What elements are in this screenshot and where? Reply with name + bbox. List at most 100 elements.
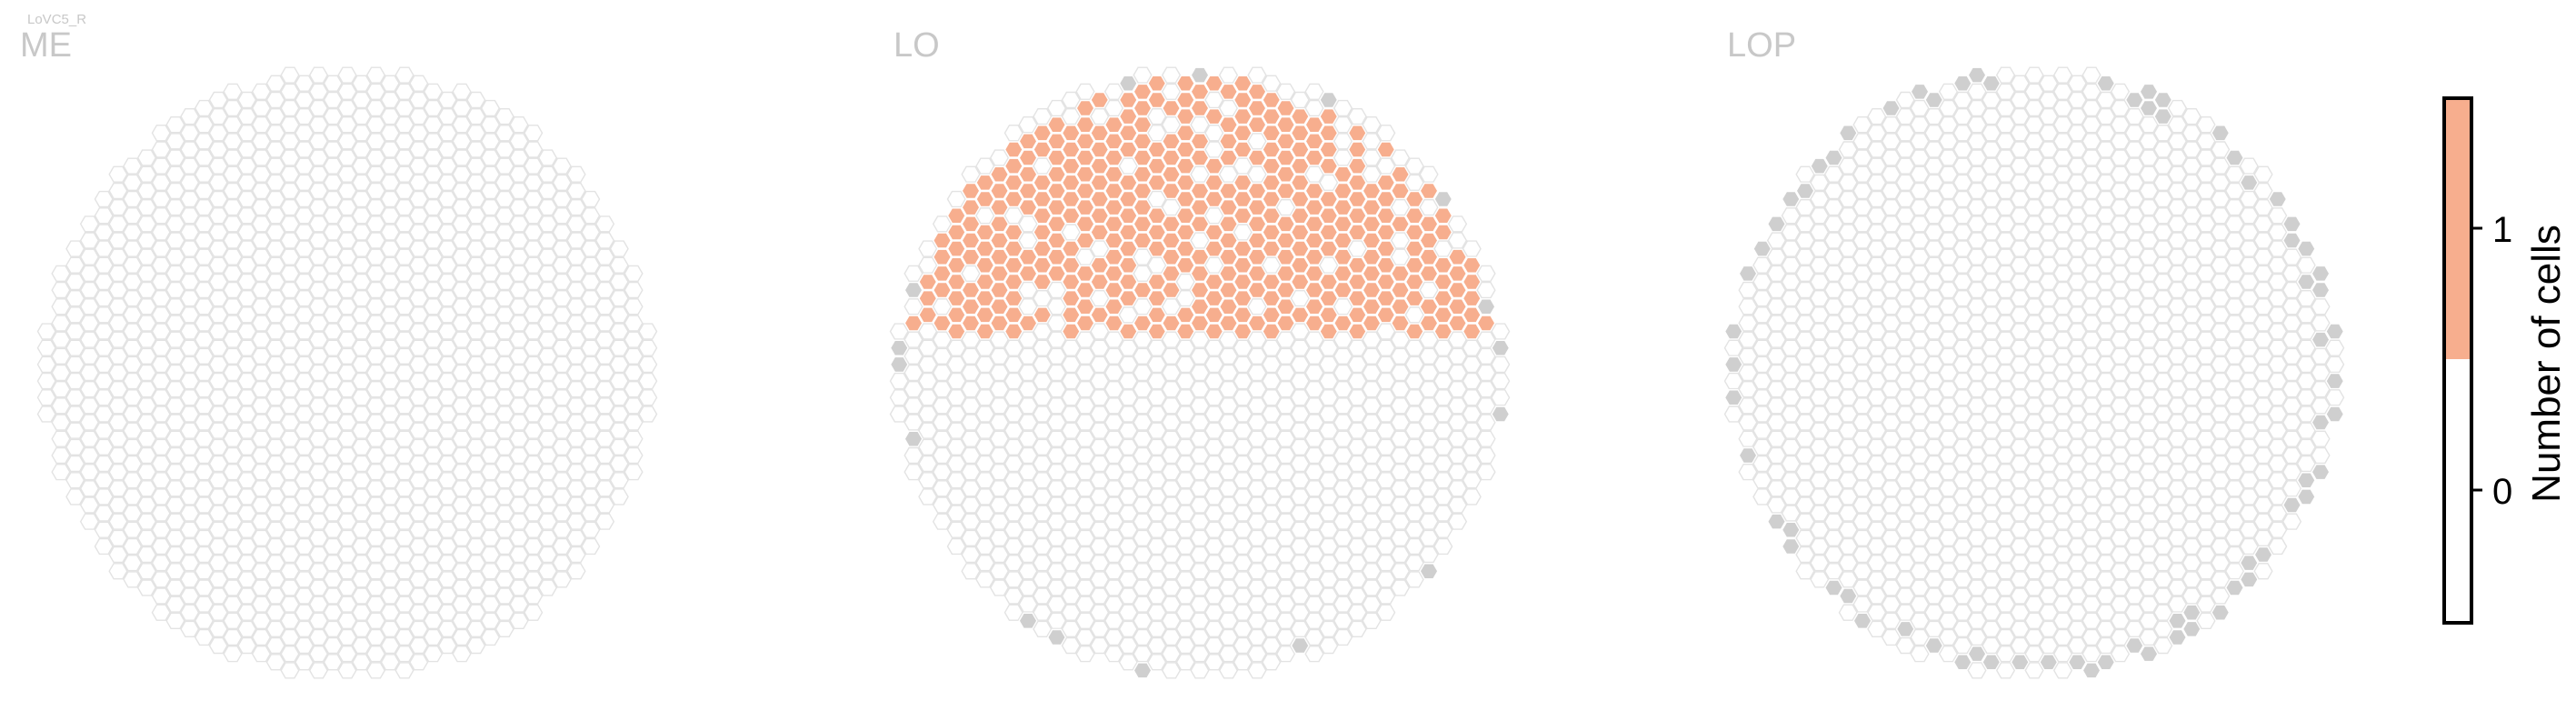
hex-column (1967, 513, 1987, 530)
hex-column (1390, 331, 1411, 348)
hex-column (1781, 472, 1801, 489)
hex-column (1103, 414, 1124, 431)
hex-column (1881, 628, 1902, 646)
hex-column (466, 290, 486, 307)
hex-column (1982, 273, 2002, 291)
hex-column (1247, 430, 1267, 447)
hex-column (1447, 480, 1468, 497)
hex-column (1376, 355, 1396, 374)
hex-column (2239, 256, 2259, 274)
hex-column (1061, 372, 1081, 390)
hex-column (2010, 571, 2030, 588)
hex-column (1262, 207, 1282, 225)
hex-column (308, 364, 329, 382)
hex-column (251, 115, 272, 134)
hex-column (2010, 372, 2030, 390)
hex-column (480, 546, 501, 564)
hex-column (1061, 438, 1081, 456)
hex-column (1390, 563, 1411, 580)
hex-column (2224, 165, 2245, 183)
hex-column (194, 596, 215, 613)
hex-column (194, 480, 215, 497)
hex-column (323, 290, 343, 307)
hex-column (1376, 339, 1396, 356)
hex-column (337, 496, 357, 514)
hex-column (2239, 273, 2259, 291)
hex-column (136, 397, 157, 415)
hex-column (1419, 281, 1439, 299)
hex-column (1362, 115, 1382, 134)
hex-column (961, 347, 981, 365)
hex-column (2211, 207, 2231, 225)
hex-column (1938, 182, 1959, 200)
hex-column (2124, 125, 2144, 142)
hex-column (1133, 281, 1153, 299)
hex-column (1810, 472, 1830, 489)
hex-column (323, 207, 343, 225)
hex-column (280, 397, 300, 415)
hex-column (1852, 281, 1872, 299)
hex-column (2039, 125, 2059, 142)
hex-column (537, 265, 558, 282)
hex-column (2139, 115, 2159, 134)
hex-column (1852, 149, 1872, 166)
hex-column (194, 397, 215, 415)
hex-column (1262, 372, 1282, 390)
hex-column (2253, 546, 2273, 564)
hex-column (2039, 174, 2059, 192)
hex-column (1218, 298, 1239, 315)
hex-column (1967, 281, 1987, 299)
hex-column (1218, 480, 1239, 497)
hex-column (1133, 446, 1153, 465)
hex-column (2182, 488, 2202, 506)
hex-column (2052, 496, 2073, 514)
hex-column (1133, 464, 1153, 481)
hex-column (1218, 232, 1239, 249)
hex-column (975, 389, 995, 406)
hex-column (961, 414, 981, 431)
hex-column (480, 414, 501, 431)
hex-column (1781, 240, 1801, 257)
hex-column (1982, 306, 2002, 324)
hex-column (1204, 91, 1224, 109)
hex-column (1462, 339, 1482, 356)
hex-column (1319, 190, 1339, 208)
hex-column (2110, 496, 2131, 514)
hex-column (1938, 198, 1959, 216)
hex-column (1938, 628, 1959, 646)
hex-column (1275, 446, 1296, 465)
hex-column (2239, 472, 2259, 489)
hex-column (524, 438, 544, 456)
hex-column (1910, 115, 1930, 134)
hex-column (1090, 256, 1110, 274)
hex-column (1924, 290, 1944, 307)
hex-column (581, 290, 601, 307)
hex-column (524, 141, 544, 158)
hex-column (1233, 107, 1253, 125)
hex-column (437, 636, 457, 655)
hex-column (466, 240, 486, 257)
hex-column (2024, 381, 2044, 398)
hex-column (1319, 372, 1339, 390)
hex-column (1133, 579, 1153, 596)
hex-column (494, 224, 514, 241)
hex-column (452, 546, 472, 564)
hex-column (394, 446, 414, 465)
hex-column (1995, 381, 2016, 398)
hex-column (1781, 389, 1801, 406)
hex-column (1433, 422, 1453, 439)
hex-column (1781, 521, 1801, 538)
hex-column (2167, 99, 2188, 117)
hex-column (1447, 364, 1468, 382)
hex-column (2067, 521, 2087, 538)
hex-column (1895, 587, 1915, 605)
hex-column (2110, 165, 2131, 183)
hex-column (136, 579, 157, 596)
hex-column (2139, 628, 2159, 646)
hex-column (1447, 265, 1468, 282)
hex-column (581, 537, 601, 556)
hex-column (524, 323, 544, 340)
hex-column (2124, 141, 2144, 158)
hex-column (889, 389, 909, 406)
hex-column (1881, 99, 1902, 117)
